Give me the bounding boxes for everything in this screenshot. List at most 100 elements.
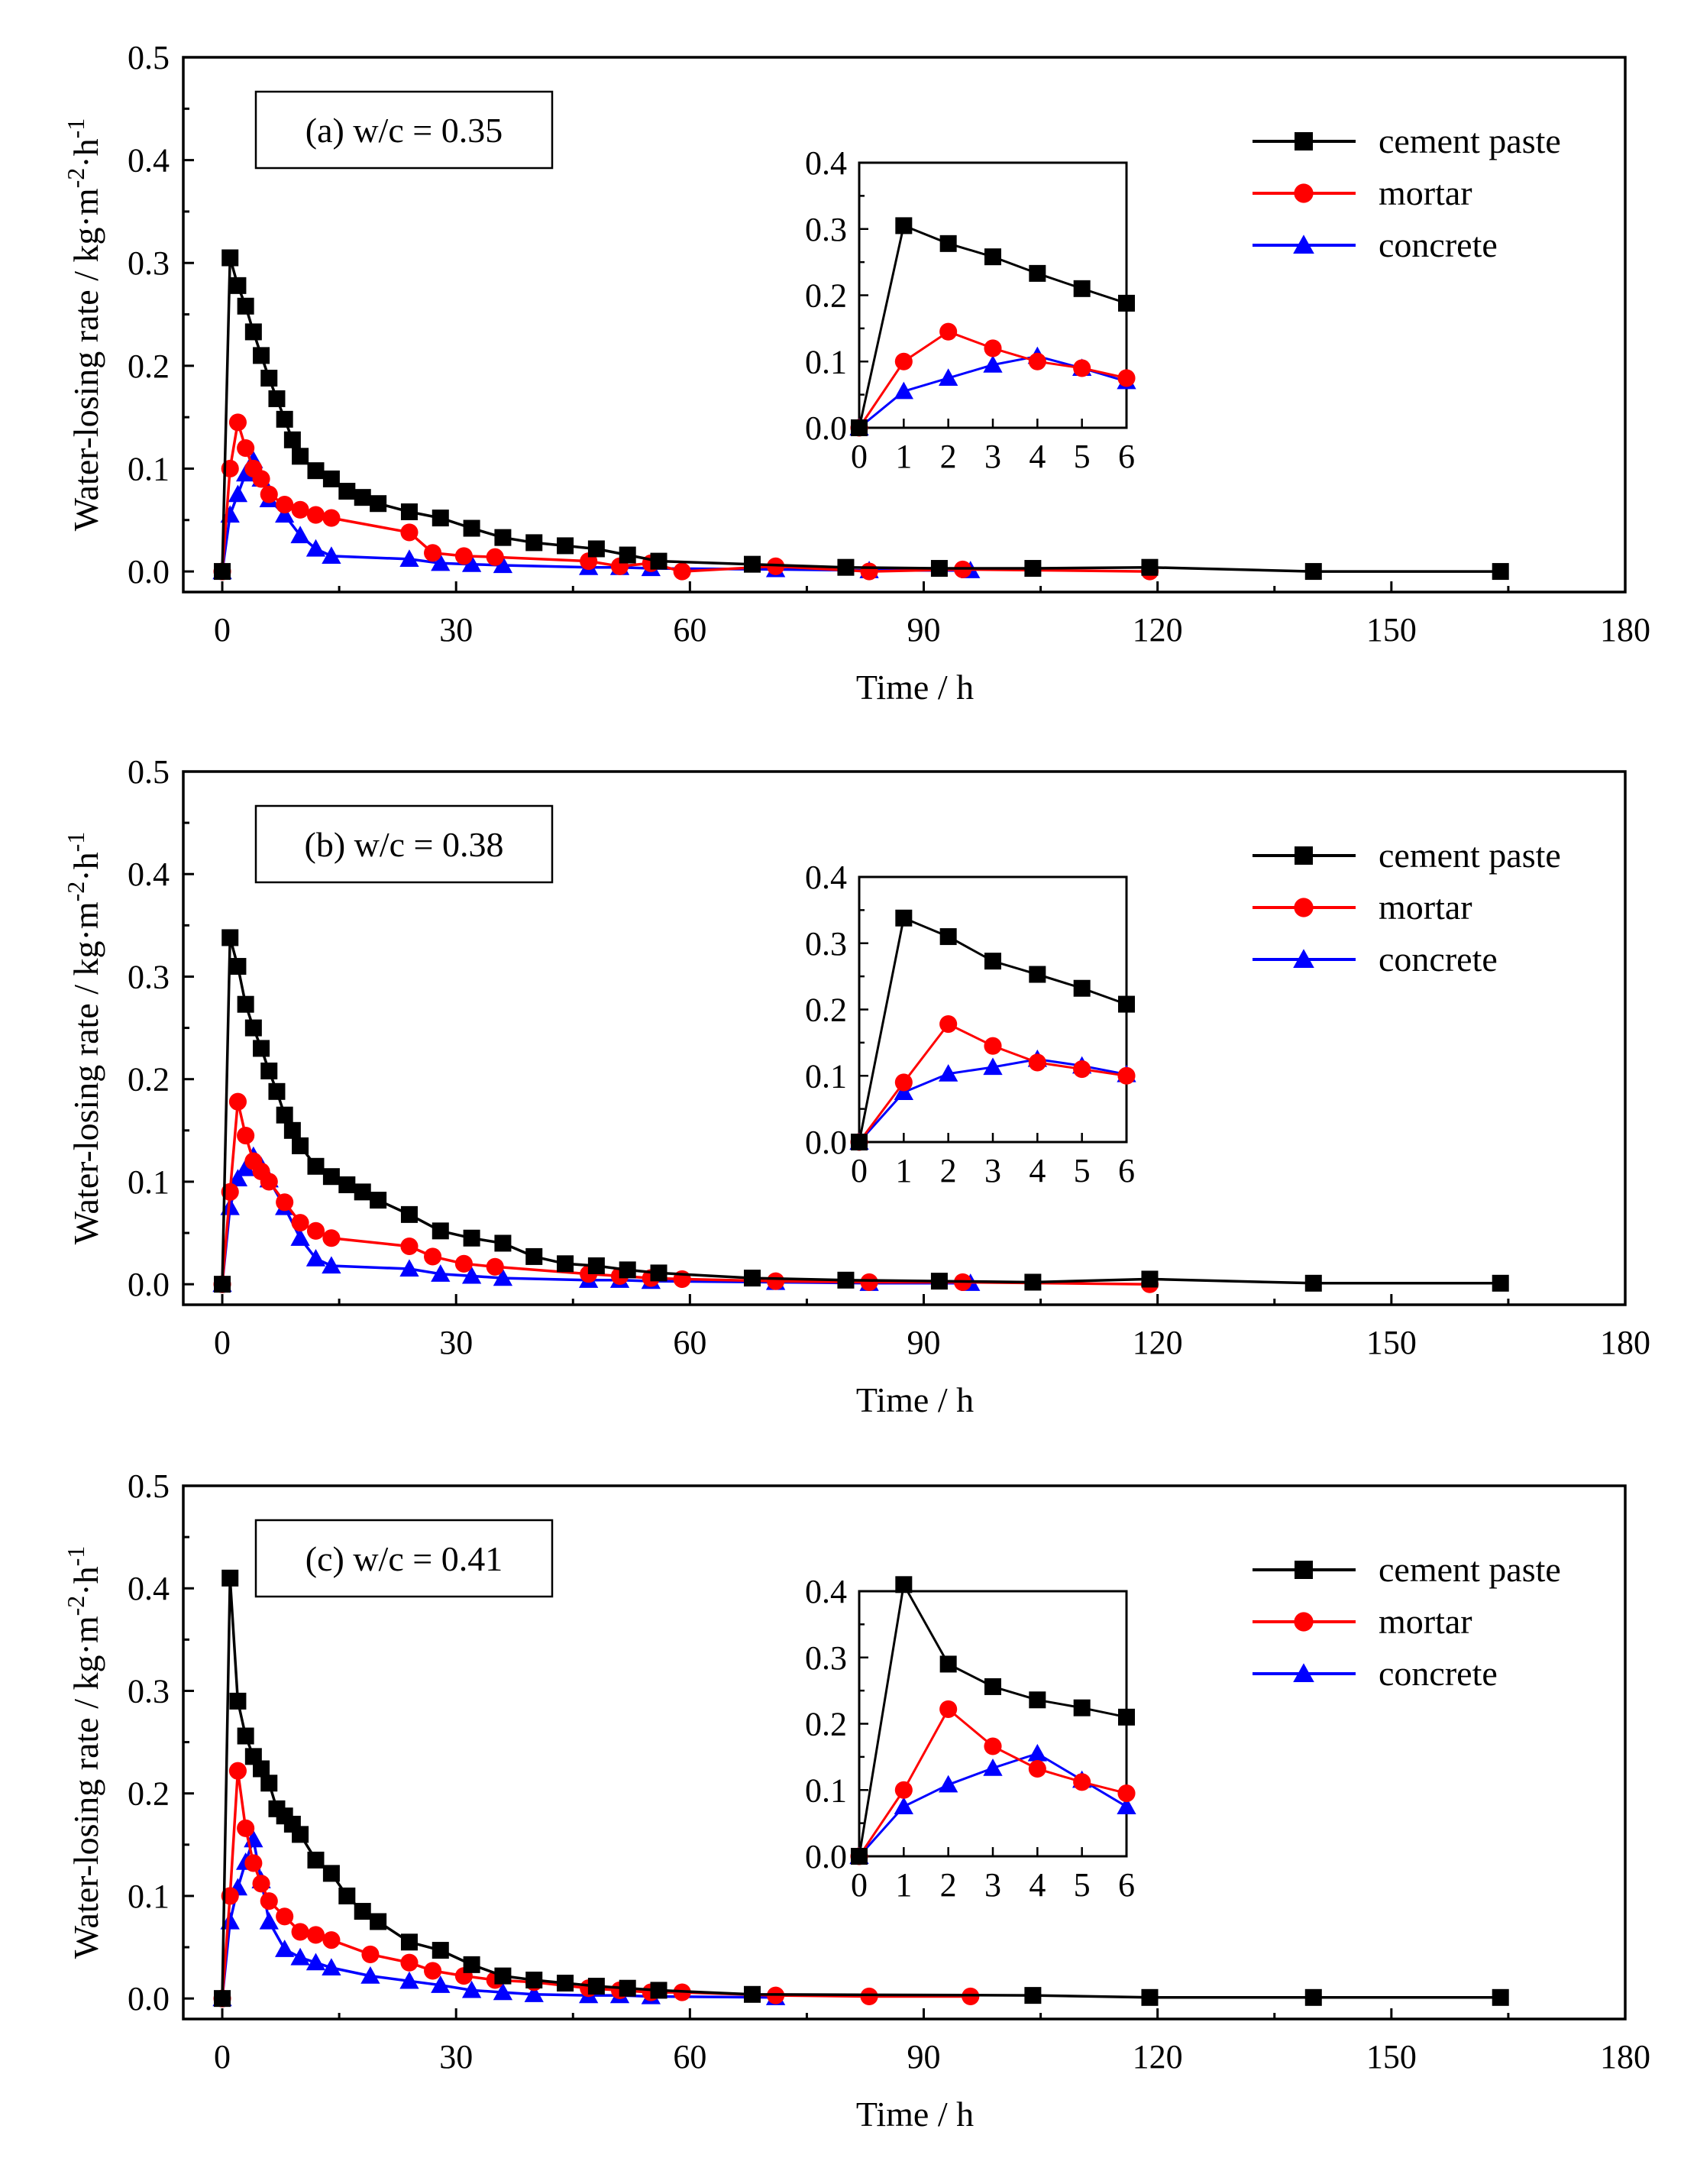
main-point-cement-paste-24 <box>650 552 667 570</box>
main-point-cement-paste-12 <box>322 1865 340 1882</box>
main-point-cement-paste-8 <box>276 1106 293 1124</box>
main-point-cement-paste-0 <box>214 1990 231 2008</box>
y-axis-title-part: ·h <box>66 138 105 167</box>
main-point-cement-paste-11 <box>307 462 325 480</box>
main-point-mortar-20 <box>860 562 878 581</box>
y-axis-title-part: Water-losing rate / kg·m <box>66 901 105 1244</box>
main-point-mortar-11 <box>400 1237 419 1256</box>
inset-frame <box>858 1590 1128 1858</box>
x-tick-label: 0 <box>214 611 231 649</box>
x-axis-title: Time / h <box>856 2095 974 2134</box>
main-point-cement-paste-23 <box>619 1979 636 1997</box>
legend-label: concrete <box>1379 225 1498 264</box>
main-point-cement-paste-28 <box>1304 1988 1322 2006</box>
main-point-mortar-22 <box>860 1987 878 2006</box>
y-axis-title-part: ·h <box>66 852 105 881</box>
inset-point-cement-paste-6 <box>1118 294 1135 312</box>
inset-point-mortar-2 <box>939 1700 958 1718</box>
inset-y-tick-label: 0.3 <box>805 211 847 248</box>
inset-point-cement-paste-0 <box>851 1134 868 1150</box>
main-point-concrete-14 <box>493 555 513 574</box>
main-point-concrete-13 <box>461 555 482 572</box>
main-point-cement-paste-4 <box>244 1019 262 1037</box>
main-point-cement-paste-3 <box>237 1727 254 1745</box>
inset-point-mortar-3 <box>984 1737 1002 1755</box>
inset-y-tick-label: 0.0 <box>805 1838 847 1875</box>
y-tick-label: 0.3 <box>128 958 170 995</box>
legend-marker <box>1295 132 1313 150</box>
main-point-cement-paste-23 <box>619 546 636 564</box>
main-point-cement-paste-10 <box>292 1137 309 1154</box>
main-point-cement-paste-7 <box>268 1082 286 1100</box>
y-axis-title-part: Water-losing rate / kg·m <box>66 1616 105 1959</box>
main-point-cement-paste-1 <box>221 929 239 946</box>
y-tick-label: 0.0 <box>128 553 170 590</box>
inset-x-tick-label: 5 <box>1074 1866 1091 1904</box>
main-point-mortar-6 <box>260 1173 278 1191</box>
legend-label: cement paste <box>1379 1550 1561 1589</box>
main-point-cement-paste-29 <box>1492 1988 1509 2006</box>
main-point-mortar-14 <box>486 548 504 566</box>
y-tick-label: 0.1 <box>128 450 170 487</box>
legend-label: concrete <box>1379 940 1498 979</box>
inset-point-cement-paste-3 <box>984 953 1001 970</box>
legend-label: concrete <box>1379 1654 1498 1693</box>
plot-frame <box>182 56 1627 594</box>
main-point-cement-paste-15 <box>370 1192 387 1209</box>
main-point-cement-paste-12 <box>322 470 340 487</box>
main-point-mortar-6 <box>260 1892 278 1911</box>
main-point-mortar-10 <box>322 1229 341 1247</box>
y-tick-label: 0.4 <box>128 142 170 180</box>
main-point-cement-paste-25 <box>743 1985 761 2003</box>
main-point-mortar-18 <box>673 562 691 581</box>
inset-y-tick-label: 0.2 <box>805 277 847 315</box>
x-tick-label: 120 <box>1133 611 1183 649</box>
x-tick-label: 180 <box>1600 611 1650 649</box>
main-point-cement-paste-21 <box>557 1975 574 1992</box>
y-axis-title-part: ·h <box>66 1566 105 1595</box>
inset-point-mortar-5 <box>1073 1773 1091 1791</box>
main-point-mortar-9 <box>306 506 325 524</box>
main-point-concrete-12 <box>431 553 451 571</box>
y-tick-label: 0.3 <box>128 1672 170 1710</box>
legend-label: mortar <box>1379 1602 1472 1641</box>
main-point-concrete-12 <box>399 1971 419 1989</box>
x-tick-label: 60 <box>673 611 706 649</box>
main-point-cement-paste-11 <box>307 1851 325 1869</box>
inset-x-tick-label: 6 <box>1118 1152 1135 1189</box>
legend-label: mortar <box>1379 173 1472 212</box>
y-axis-title: Water-losing rate / kg·m-2·h-1 <box>62 832 105 1244</box>
main-point-mortar-7 <box>276 1907 294 1926</box>
y-tick-label: 0.5 <box>128 39 170 76</box>
main-point-mortar-14 <box>486 1257 504 1276</box>
main-point-cement-paste-30 <box>1304 563 1322 581</box>
inset-x-tick-label: 0 <box>851 1866 868 1904</box>
main-point-mortar-19 <box>767 1272 785 1290</box>
main-point-concrete-11 <box>360 1966 380 1984</box>
main-point-mortar-8 <box>291 1923 309 1941</box>
main-point-concrete-9 <box>305 539 326 557</box>
main-point-concrete-9 <box>305 1248 326 1267</box>
inset-y-tick-label: 0.4 <box>805 1573 847 1610</box>
main-point-mortar-3 <box>237 438 255 458</box>
y-axis-title: Water-losing rate / kg·m-2·h-1 <box>62 118 105 531</box>
main-point-cement-paste-25 <box>743 1270 761 1287</box>
main-point-cement-paste-17 <box>432 1222 449 1240</box>
main-point-mortar-5 <box>252 1875 270 1893</box>
inset-point-mortar-6 <box>1117 1784 1136 1803</box>
y-axis-title-superscript: -1 <box>62 832 89 853</box>
inset-y-tick-label: 0.2 <box>805 1706 847 1743</box>
x-tick-label: 0 <box>214 1324 231 1361</box>
y-axis-title: Water-losing rate / kg·m-2·h-1 <box>62 1546 105 1959</box>
y-axis-title-superscript: -1 <box>62 118 89 139</box>
inset-point-mortar-3 <box>984 339 1002 358</box>
main-point-cement-paste-17 <box>432 1942 449 1959</box>
y-tick-label: 0.5 <box>128 753 170 791</box>
inset-point-cement-paste-0 <box>851 419 868 436</box>
main-point-mortar-7 <box>276 1193 294 1212</box>
main-point-cement-paste-3 <box>237 995 254 1013</box>
main-point-cement-paste-28 <box>1024 1273 1042 1291</box>
